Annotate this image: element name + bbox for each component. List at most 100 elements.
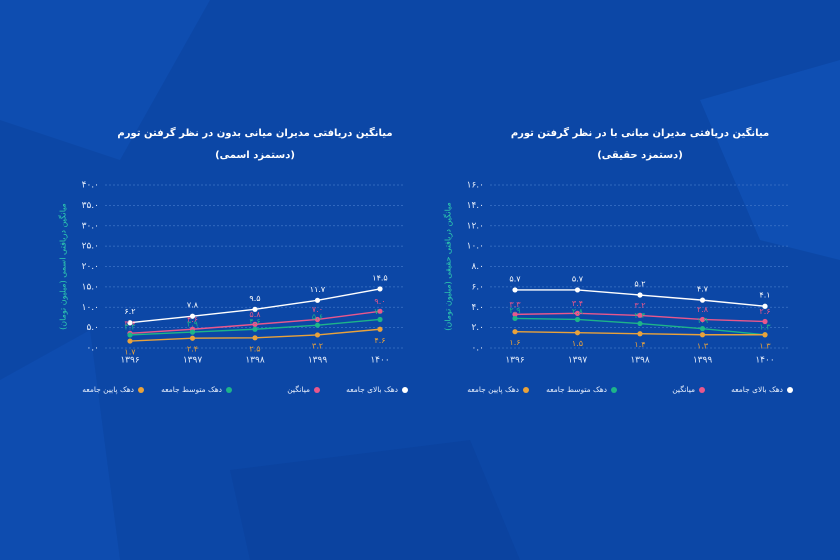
- data-label: ۳.۲: [634, 301, 645, 310]
- x-tick-label: ۱۴۰۰: [755, 356, 774, 366]
- y-tick-label: ۱۲.۰: [467, 221, 484, 231]
- bg-shape: [700, 60, 840, 260]
- data-label: ۲.۴: [187, 345, 198, 354]
- data-label: ۱.۳: [697, 341, 709, 350]
- data-point: [377, 308, 383, 314]
- y-tick-label: ۳۰.۰: [82, 221, 99, 231]
- data-point: [252, 321, 258, 327]
- y-tick-label: ۸.۰: [471, 262, 484, 272]
- data-point: [314, 297, 321, 303]
- data-label: ۳.۳: [509, 300, 521, 309]
- legend-label: دهک پایین جامعه: [82, 385, 134, 394]
- data-label: ۲.۴: [634, 311, 645, 320]
- chart-title: میانگین دریافتی مدیران میانی با در نظر گ…: [511, 126, 769, 139]
- data-point: [127, 332, 133, 338]
- legend-label: میانگین: [287, 385, 310, 394]
- data-label: ۱.۶: [509, 338, 520, 347]
- data-label: ۲.۵: [249, 344, 260, 353]
- legend-marker: [226, 387, 232, 393]
- data-label: ۲.۸: [572, 307, 584, 316]
- data-point: [637, 331, 643, 337]
- data-label: ۳.۲: [312, 341, 323, 350]
- data-point: [574, 287, 581, 293]
- data-point: [762, 303, 768, 309]
- x-tick-label: ۱۳۹۶: [505, 356, 525, 366]
- data-label: ۴.۶: [374, 336, 385, 345]
- data-label: ۱.۹: [697, 316, 708, 325]
- data-label: ۵.۶: [312, 313, 323, 322]
- data-point: [189, 329, 196, 335]
- legend-marker: [138, 387, 144, 393]
- data-label: ۴.۶: [187, 315, 198, 324]
- data-point: [574, 316, 581, 323]
- data-label: ۱.۴: [634, 340, 645, 349]
- data-point: [574, 310, 581, 316]
- data-point: [377, 326, 383, 332]
- x-tick-label: ۱۳۹۷: [183, 356, 203, 366]
- data-point: [512, 315, 518, 322]
- data-point: [637, 292, 643, 298]
- data-point: [314, 316, 321, 323]
- data-point: [699, 332, 706, 338]
- data-label: ۵.۷: [572, 274, 584, 283]
- data-point: [762, 332, 768, 338]
- data-point: [314, 322, 321, 328]
- data-point: [252, 335, 258, 341]
- y-tick-label: ۰.۰: [86, 344, 99, 354]
- data-label: ۲.۹: [509, 306, 520, 315]
- chart-subtitle: (دستمزد حقیقی): [597, 150, 683, 161]
- data-point: [189, 313, 196, 319]
- y-tick-label: ۲.۰: [471, 323, 484, 333]
- y-tick-label: ۱۴.۰: [467, 201, 484, 211]
- data-label: ۴.۷: [697, 285, 709, 294]
- data-point: [377, 316, 383, 323]
- data-label: ۹.۰: [374, 297, 385, 306]
- data-label: ۶.۲: [124, 307, 135, 316]
- data-point: [699, 297, 706, 303]
- data-point: [189, 335, 196, 341]
- data-point: [574, 330, 581, 336]
- data-label: ۵.۸: [249, 310, 261, 319]
- bg-shape: [230, 440, 520, 560]
- legend-marker: [314, 387, 320, 393]
- data-label: ۴.۶: [249, 317, 260, 326]
- chart-title: میانگین دریافتی مدیران میانی بدون در نظر…: [117, 126, 392, 139]
- bg-shape: [0, 0, 210, 160]
- y-tick-label: ۳۵.۰: [82, 201, 99, 211]
- data-label: ۱۴.۵: [372, 273, 387, 282]
- data-point: [252, 306, 258, 312]
- legend-marker: [787, 387, 793, 393]
- data-point: [699, 326, 706, 332]
- data-label: ۳.۴: [572, 299, 583, 308]
- y-tick-label: ۰.۰: [471, 344, 484, 354]
- y-tick-label: ۴.۰: [471, 303, 484, 313]
- x-tick-label: ۱۳۹۹: [308, 356, 328, 366]
- x-tick-label: ۱۴۰۰: [370, 356, 389, 366]
- y-tick-label: ۴۰.۰: [82, 181, 99, 191]
- y-tick-label: ۱۰.۰: [82, 303, 99, 313]
- x-tick-label: ۱۳۹۷: [568, 356, 588, 366]
- data-label: ۵.۷: [509, 274, 521, 283]
- data-label: ۱.۳: [759, 341, 771, 350]
- data-label: ۷.۸: [187, 301, 199, 310]
- x-tick-label: ۱۳۹۹: [693, 356, 713, 366]
- y-axis-label: میانگین دریافتی اسمی (میلیون تومان): [58, 203, 68, 330]
- data-point: [512, 311, 518, 317]
- x-tick-label: ۱۳۹۶: [120, 356, 140, 366]
- y-tick-label: ۱۶.۰: [467, 181, 484, 191]
- legend-marker: [402, 387, 408, 393]
- legend-label: دهک بالای جامعه: [731, 385, 783, 394]
- data-point: [762, 318, 768, 325]
- data-point: [127, 320, 133, 326]
- legend-marker: [699, 387, 705, 393]
- data-point: [512, 287, 518, 293]
- legend-label: میانگین: [672, 385, 695, 394]
- data-label: ۷.۰: [374, 307, 385, 316]
- data-point: [314, 332, 321, 338]
- data-label: ۱.۷: [124, 348, 136, 357]
- data-label: ۲.۸: [697, 305, 709, 314]
- data-label: ۴.۱: [759, 291, 770, 300]
- data-point: [512, 329, 518, 335]
- data-point: [699, 316, 706, 323]
- data-point: [637, 312, 643, 318]
